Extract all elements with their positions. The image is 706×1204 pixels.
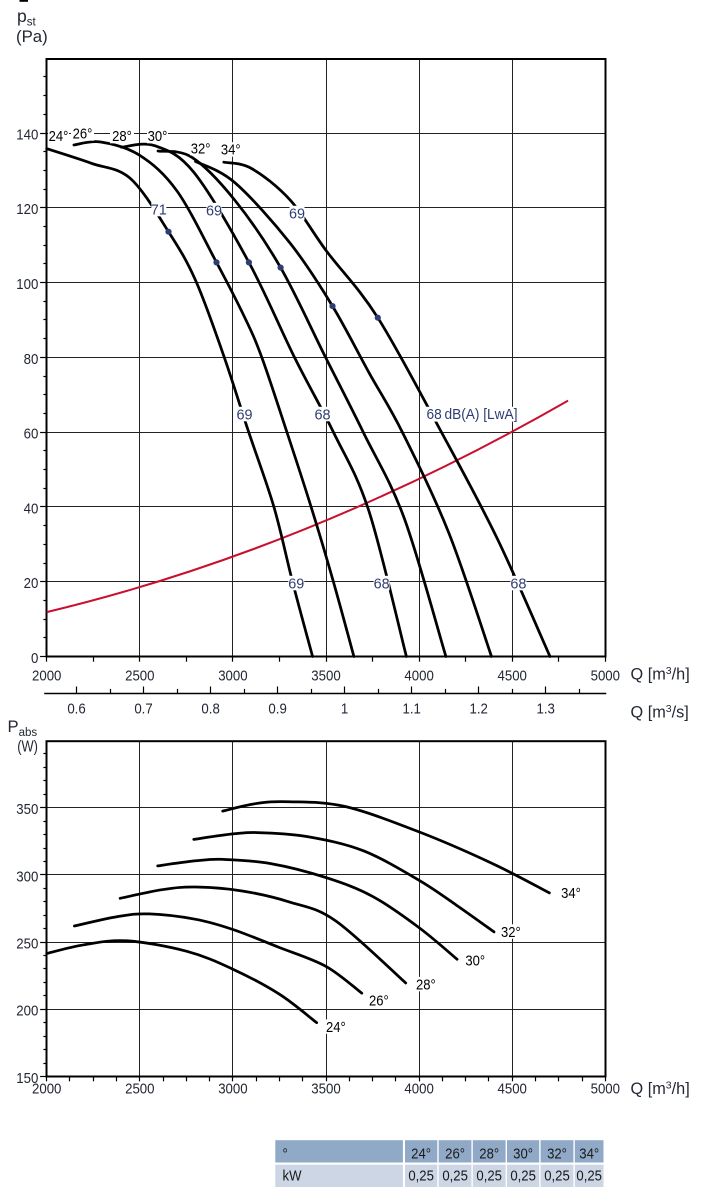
svg-text:150: 150 <box>16 1069 38 1086</box>
svg-text:68: 68 <box>314 407 330 423</box>
svg-text:0,25: 0,25 <box>408 1167 434 1184</box>
svg-text:26°: 26° <box>369 993 389 1009</box>
svg-text:69: 69 <box>288 576 304 592</box>
svg-text:34°: 34° <box>221 142 241 158</box>
svg-text:28°: 28° <box>112 129 132 145</box>
svg-text:300: 300 <box>16 868 38 885</box>
svg-text:71: 71 <box>151 202 167 218</box>
svg-text:(W): (W) <box>17 738 38 755</box>
svg-text:40: 40 <box>24 500 39 517</box>
svg-text:Q [m3/s]: Q [m3/s] <box>631 703 689 722</box>
svg-text:4500: 4500 <box>497 667 527 684</box>
svg-text:2000: 2000 <box>32 1080 62 1097</box>
svg-text:30°: 30° <box>513 1145 533 1162</box>
svg-text:Q [m3/h]: Q [m3/h] <box>631 1079 690 1098</box>
svg-text:80: 80 <box>24 350 39 367</box>
svg-text:28°: 28° <box>416 977 436 993</box>
svg-text:34°: 34° <box>561 885 581 901</box>
svg-text:30°: 30° <box>148 129 168 145</box>
svg-text:0,25: 0,25 <box>544 1167 570 1184</box>
svg-text:3500: 3500 <box>311 667 341 684</box>
svg-text:1.3: 1.3 <box>537 700 556 717</box>
svg-text:69: 69 <box>236 407 252 423</box>
svg-text:0,25: 0,25 <box>510 1167 536 1184</box>
svg-text:3500: 3500 <box>311 1080 341 1097</box>
svg-text:32°: 32° <box>191 141 211 157</box>
svg-text:32°: 32° <box>547 1145 567 1162</box>
svg-text:°: ° <box>283 1145 288 1162</box>
svg-text:1.2: 1.2 <box>470 700 489 717</box>
svg-text:60: 60 <box>24 425 39 442</box>
svg-text:68: 68 <box>374 576 390 592</box>
svg-text:0.7: 0.7 <box>134 700 153 717</box>
svg-text:0,25: 0,25 <box>476 1167 502 1184</box>
svg-text:26°: 26° <box>73 126 93 142</box>
svg-text:350: 350 <box>16 800 38 817</box>
svg-text:69: 69 <box>289 206 305 222</box>
svg-text:100: 100 <box>16 275 38 292</box>
svg-text:4000: 4000 <box>404 667 434 684</box>
svg-text:0.6: 0.6 <box>67 700 86 717</box>
svg-text:0.9: 0.9 <box>268 700 287 717</box>
svg-text:(Pa): (Pa) <box>16 27 48 46</box>
svg-text:3000: 3000 <box>218 1080 248 1097</box>
svg-text:kW: kW <box>283 1167 303 1184</box>
svg-text:0: 0 <box>31 649 39 666</box>
svg-text:26°: 26° <box>445 1145 465 1162</box>
svg-text:5000: 5000 <box>591 1080 621 1097</box>
svg-text:140: 140 <box>16 126 38 143</box>
svg-text:1: 1 <box>341 700 349 717</box>
svg-text:2500: 2500 <box>125 1080 155 1097</box>
svg-text:32°: 32° <box>501 924 521 940</box>
svg-text:200: 200 <box>16 1002 38 1019</box>
svg-text:34°: 34° <box>579 1145 599 1162</box>
svg-text:69: 69 <box>206 203 222 219</box>
svg-text:Q [m3/h]: Q [m3/h] <box>631 665 690 684</box>
svg-text:5000: 5000 <box>591 667 621 684</box>
svg-text:1.1: 1.1 <box>403 700 422 717</box>
svg-text:28°: 28° <box>479 1145 499 1162</box>
svg-text:68 dB(A) [LwA]: 68 dB(A) [LwA] <box>427 406 518 423</box>
svg-text:120: 120 <box>16 201 38 218</box>
svg-text:24°: 24° <box>49 129 69 145</box>
svg-text:30°: 30° <box>465 953 485 969</box>
svg-text:0,25: 0,25 <box>442 1167 468 1184</box>
svg-text:0,25: 0,25 <box>576 1167 602 1184</box>
svg-text:3000: 3000 <box>218 667 248 684</box>
svg-text:4000: 4000 <box>404 1080 434 1097</box>
svg-text:4500: 4500 <box>497 1080 527 1097</box>
svg-text:0.8: 0.8 <box>201 700 220 717</box>
svg-text:68: 68 <box>510 576 526 592</box>
svg-text:2500: 2500 <box>125 667 155 684</box>
svg-text:250: 250 <box>16 935 38 952</box>
svg-text:24°: 24° <box>411 1145 431 1162</box>
svg-text:2000: 2000 <box>32 667 62 684</box>
svg-text:24°: 24° <box>326 1019 346 1035</box>
svg-text:20: 20 <box>24 574 39 591</box>
